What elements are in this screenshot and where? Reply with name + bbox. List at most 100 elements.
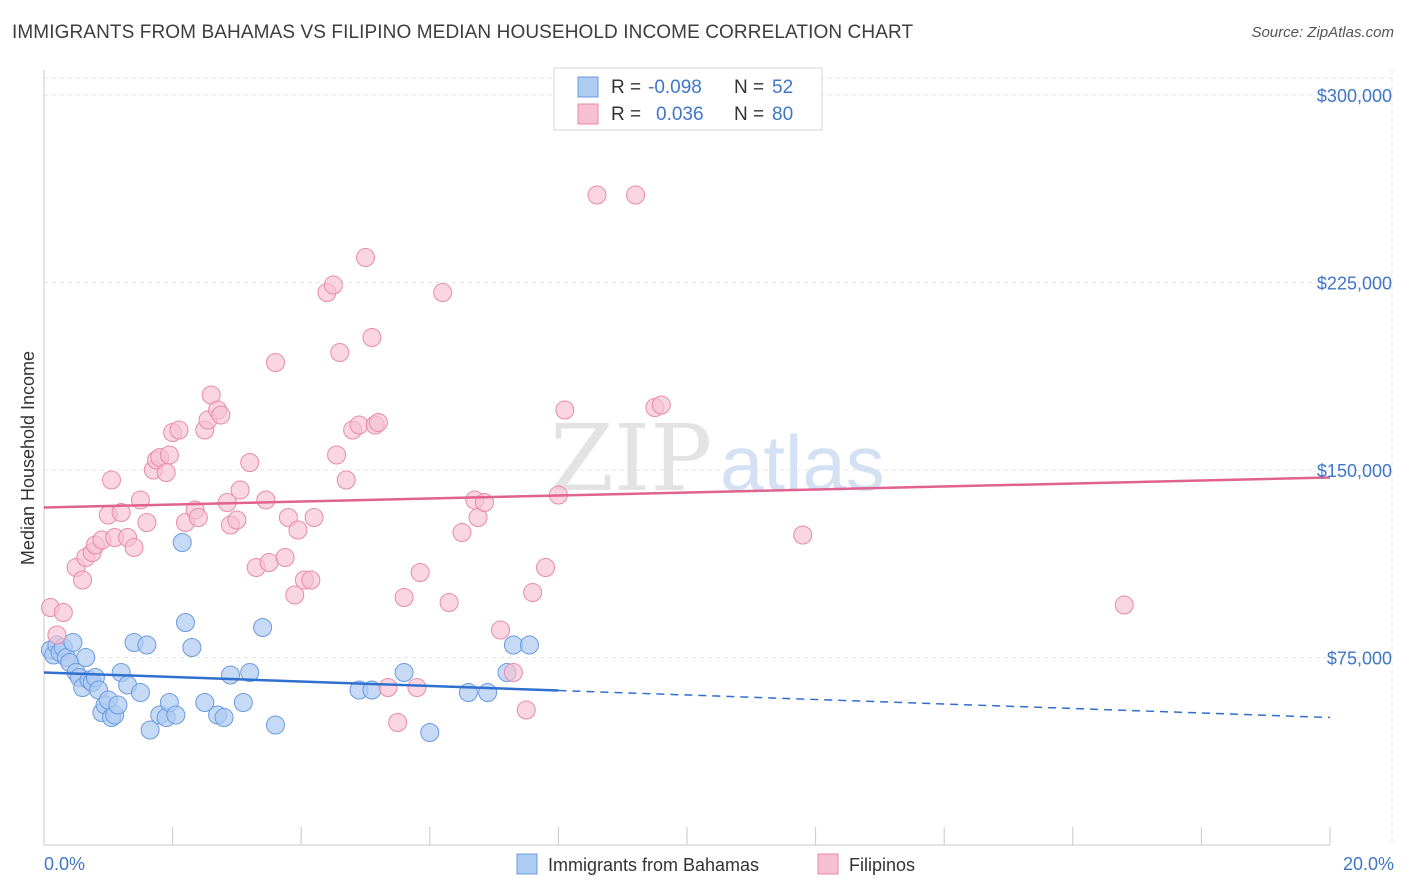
data-point-bahamas [195,693,215,712]
data-point-filipinos [169,420,189,440]
legend-n-label-1: N = [734,77,764,98]
data-point-bahamas [175,613,195,632]
data-point-bahamas [140,720,160,740]
data-point-filipinos [53,603,73,622]
legend-r-label-1: R = [611,77,641,98]
data-point-filipinos [159,445,179,465]
data-point-filipinos [1114,595,1134,615]
data-point-bahamas [130,683,150,702]
x-tick-labels: 0.0% 20.0% [44,854,1394,874]
y-axis-label: Median Household Income [18,351,38,565]
data-point-filipinos [362,328,382,347]
data-point-bahamas [220,665,240,685]
x-tick-label-max: 20.0% [1343,854,1394,874]
data-point-filipinos [265,353,285,372]
data-point-filipinos [523,583,543,602]
data-point-filipinos [394,588,414,607]
series-filipinos-points [40,185,1134,732]
data-point-filipinos [137,513,157,532]
bottom-legend-swatch-pink [817,853,839,875]
data-point-bahamas [240,663,260,682]
data-point-bahamas [108,695,128,715]
data-point-filipinos [156,463,176,482]
data-point-filipinos [336,470,356,490]
legend-swatch-pink [577,103,599,125]
data-point-filipinos [503,663,523,682]
series-bahamas-points [40,533,539,742]
data-point-filipinos [587,185,607,205]
data-point-bahamas [253,618,273,637]
data-point-bahamas [519,635,539,655]
correlation-legend: R = -0.098 N = 52 R = 0.036 N = 80 [553,67,823,131]
legend-n-value-1: 52 [772,77,793,98]
y-tick-label: $150,000 [1317,461,1392,481]
data-point-filipinos [188,508,208,527]
data-point-filipinos [651,395,671,415]
data-point-bahamas [214,708,234,727]
data-point-bahamas [265,715,285,735]
trend-line-filipinos [43,476,1331,509]
data-point-filipinos [410,563,430,582]
legend-n-value-2: 80 [772,104,793,125]
y-tick-label: $75,000 [1327,649,1392,669]
data-point-filipinos [73,570,93,590]
data-point-bahamas [63,633,83,652]
data-point-filipinos [124,538,144,557]
data-point-bahamas [137,635,157,655]
data-point-filipinos [330,343,350,362]
data-point-filipinos [102,470,122,490]
bottom-legend-label-filipinos: Filipinos [849,855,915,875]
data-point-filipinos [378,678,398,697]
data-point-filipinos [240,453,260,472]
legend-r-value-2: 0.036 [656,104,704,125]
data-point-filipinos [555,400,575,420]
data-point-filipinos [433,283,453,302]
data-point-filipinos [278,508,298,527]
y-tick-label: $225,000 [1317,274,1392,294]
data-point-filipinos [304,508,324,527]
watermark-atlas: atlas [720,419,885,507]
trend-line-bahamas-extrapolated [558,689,1331,719]
data-point-filipinos [327,445,347,465]
data-point-bahamas [478,683,498,702]
legend-swatch-blue [577,76,599,98]
trend-line-bahamas [43,671,559,692]
legend-n-label-2: N = [734,104,764,125]
legend-r-label-2: R = [611,104,641,125]
data-point-filipinos [285,585,305,605]
data-point-filipinos [407,678,427,697]
data-point-filipinos [388,713,408,732]
axes [43,70,1331,846]
data-point-filipinos [211,405,231,425]
bottom-legend-swatch-blue [516,853,538,875]
data-point-bahamas [233,693,253,712]
data-point-filipinos [111,503,131,522]
legend-r-value-1: -0.098 [648,77,702,98]
trend-lines [43,476,1331,719]
data-point-filipinos [323,275,343,295]
chart-title: IMMIGRANTS FROM BAHAMAS VS FILIPINO MEDI… [12,22,914,43]
bottom-legend-label-bahamas: Immigrants from Bahamas [548,855,759,875]
y-tick-labels: $75,000 $150,000 $225,000 $300,000 [1317,86,1392,669]
data-point-filipinos [275,548,295,567]
y-tick-label: $300,000 [1317,86,1392,106]
data-point-filipinos [349,415,369,435]
data-point-bahamas [394,663,414,682]
watermark: ZIP atlas [550,405,885,512]
data-point-filipinos [491,620,511,640]
data-point-filipinos [626,185,646,205]
data-point-bahamas [182,638,202,657]
chart-source: Source: ZipAtlas.com [1251,24,1394,41]
x-tick-label-min: 0.0% [44,854,85,874]
data-point-filipinos [452,523,472,542]
data-point-filipinos [368,413,388,432]
data-point-filipinos [536,558,556,577]
data-point-filipinos [259,553,279,572]
data-point-filipinos [256,490,276,510]
data-point-filipinos [439,593,459,612]
data-point-filipinos [301,570,321,590]
data-point-filipinos [227,510,247,530]
data-point-bahamas [166,705,186,725]
data-point-filipinos [516,700,536,720]
